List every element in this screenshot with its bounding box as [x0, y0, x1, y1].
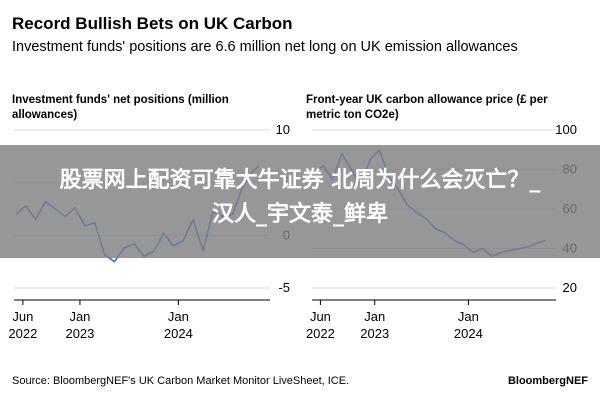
overlay-banner-line-2: 汉人_宇文泰_鲜卑 — [211, 202, 388, 227]
right-x-tick-year-2: 2024 — [454, 326, 483, 341]
left-x-tick-month-0: Jun — [12, 309, 33, 324]
right-panel-title: Front-year UK carbon allowance price (£ … — [306, 94, 548, 121]
left-x-tick-year-0: 2022 — [8, 326, 37, 341]
right-y-tick-label-4: 100 — [555, 122, 577, 137]
left-y-tick-label-3: 10 — [276, 122, 290, 137]
right-x-tick-month-2: Jan — [458, 309, 479, 324]
right-x-tick-year-0: 2022 — [306, 326, 335, 341]
overlay-banner-line-1: 股票网上配资可靠大牛证券 北周为什么会灭亡？_ — [59, 168, 541, 193]
left-x-tick-month-2: Jan — [168, 309, 189, 324]
right-x-tick-month-1: Jan — [364, 309, 385, 324]
left-x-tick-year-1: 2023 — [65, 326, 94, 341]
chart-title: Record Bullish Bets on UK Carbon — [12, 14, 293, 33]
left-panel-title: Investment funds' net positions (million… — [12, 94, 229, 121]
left-x-tick-year-2: 2024 — [164, 326, 193, 341]
chart-subtitle: Investment funds' positions are 6.6 mill… — [12, 39, 518, 55]
left-x-tick-month-1: Jan — [69, 309, 90, 324]
brand-logo: BloombergNEF — [507, 375, 588, 387]
right-y-tick-label-0: 20 — [563, 280, 577, 295]
left-y-tick-label-0: -5 — [278, 280, 290, 295]
right-x-tick-month-0: Jun — [310, 309, 331, 324]
source-note: Source: BloombergNEF's UK Carbon Market … — [12, 375, 350, 387]
overlay-banner — [0, 145, 600, 258]
overlay-banner-text: 股票网上配资可靠大牛证券 北周为什么会灭亡？_ 汉人_宇文泰_鲜卑 — [0, 164, 600, 232]
right-x-tick-year-1: 2023 — [360, 326, 389, 341]
